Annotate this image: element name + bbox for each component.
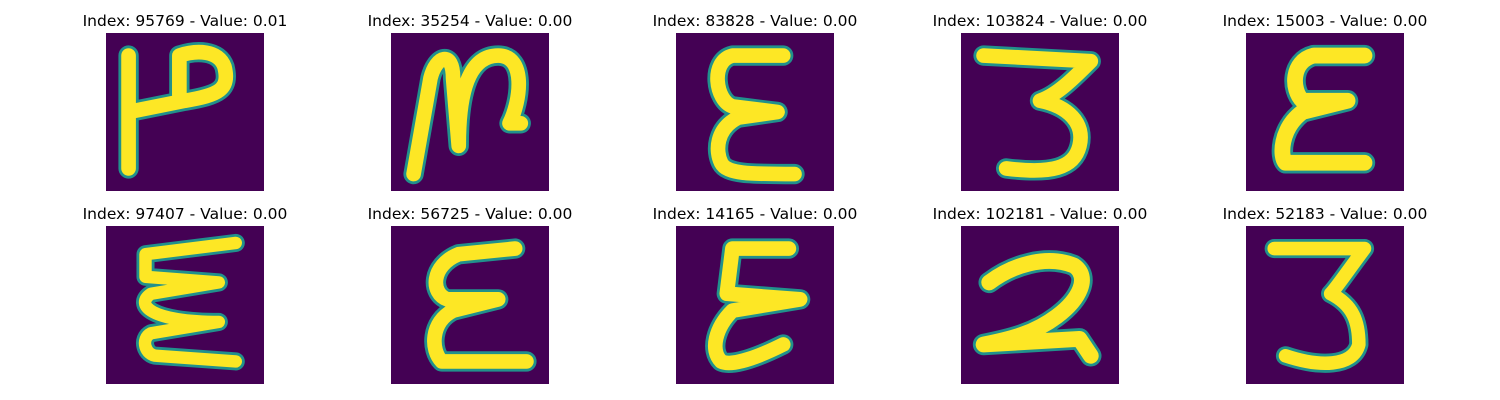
panel-title: Index: 102181 - Value: 0.00 — [932, 205, 1148, 223]
panel-1: Index: 95769 - Value: 0.01 — [43, 12, 327, 191]
panel-10: Index: 52183 - Value: 0.00 — [1183, 205, 1467, 384]
panel-title: Index: 14165 - Value: 0.00 — [652, 205, 858, 223]
handwritten-digit-3-mirrored-icon — [391, 226, 549, 384]
handwritten-digit-3-mirrored-icon — [676, 33, 834, 191]
panel-4: Index: 103824 - Value: 0.00 — [898, 12, 1182, 191]
panel-6: Index: 97407 - Value: 0.00 — [43, 205, 327, 384]
panel-title: Index: 83828 - Value: 0.00 — [652, 12, 858, 30]
handwritten-digit-3-icon — [961, 33, 1119, 191]
handwritten-digit-3-mirrored-icon — [676, 226, 834, 384]
panel-title: Index: 52183 - Value: 0.00 — [1222, 205, 1428, 223]
panel-2: Index: 35254 - Value: 0.00 — [328, 12, 612, 191]
panel-9: Index: 102181 - Value: 0.00 — [898, 205, 1182, 384]
panel-title: Index: 95769 - Value: 0.01 — [82, 12, 288, 30]
handwritten-digit-2-rotated-icon — [391, 33, 549, 191]
panel-title: Index: 35254 - Value: 0.00 — [367, 12, 573, 30]
panel-title: Index: 97407 - Value: 0.00 — [82, 205, 288, 223]
panel-8: Index: 14165 - Value: 0.00 — [613, 205, 897, 384]
panel-7: Index: 56725 - Value: 0.00 — [328, 205, 612, 384]
handwritten-digit-2-icon — [961, 226, 1119, 384]
handwritten-digit-3-icon — [1246, 226, 1404, 384]
handwritten-digit-3-mirrored-icon — [1246, 33, 1404, 191]
handwritten-digit-2-rotated-icon — [106, 33, 264, 191]
panel-title: Index: 56725 - Value: 0.00 — [367, 205, 573, 223]
panel-title: Index: 15003 - Value: 0.00 — [1222, 12, 1428, 30]
panel-3: Index: 83828 - Value: 0.00 — [613, 12, 897, 191]
handwritten-digit-3-mirrored-icon — [106, 226, 264, 384]
panel-5: Index: 15003 - Value: 0.00 — [1183, 12, 1467, 191]
panel-title: Index: 103824 - Value: 0.00 — [932, 12, 1148, 30]
